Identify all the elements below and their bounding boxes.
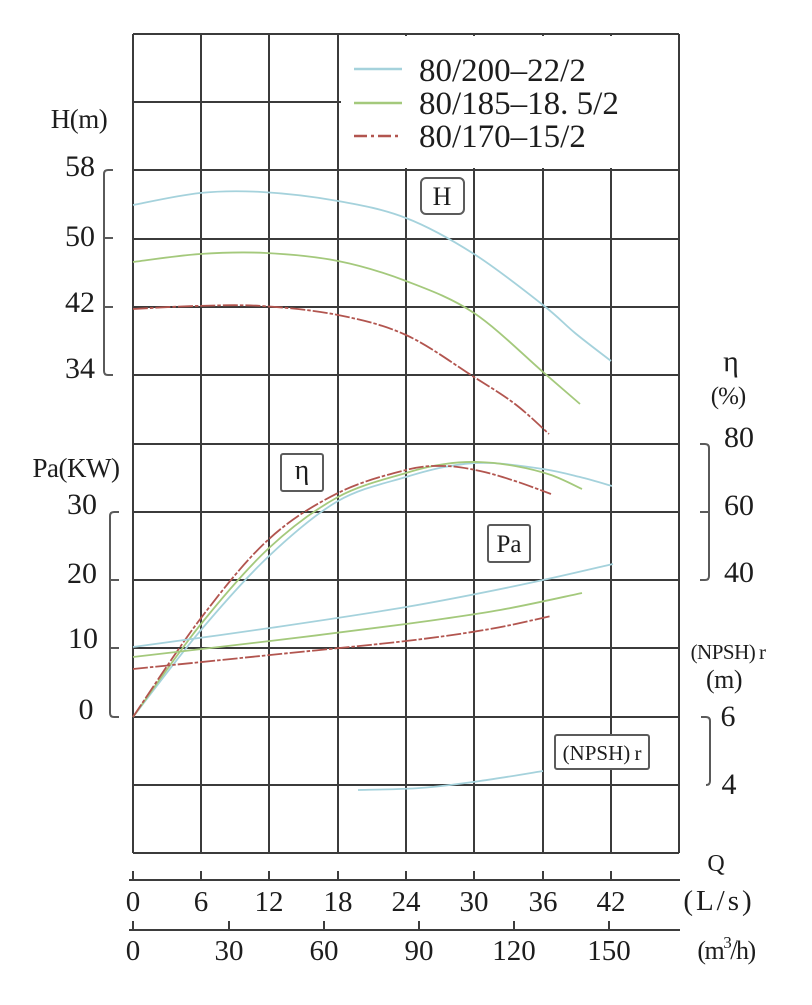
svg-text:(%): (%) (711, 383, 746, 410)
svg-text:36: 36 (529, 886, 558, 918)
svg-text:η: η (295, 455, 310, 486)
svg-text:58: 58 (65, 150, 95, 183)
svg-text:(NPSH) r: (NPSH) r (691, 640, 766, 664)
svg-text:20: 20 (67, 557, 97, 590)
svg-text:Pa(KW): Pa(KW) (33, 453, 120, 483)
svg-text:24: 24 (392, 886, 422, 918)
svg-text:(m): (m) (706, 665, 742, 694)
svg-text:80/170–15/2: 80/170–15/2 (419, 119, 586, 155)
svg-text:30: 30 (215, 935, 244, 967)
svg-text:4: 4 (722, 768, 737, 801)
svg-text:42: 42 (65, 286, 95, 319)
svg-text:80/185–18. 5/2: 80/185–18. 5/2 (419, 86, 619, 122)
svg-text:150: 150 (587, 935, 631, 967)
svg-text:30: 30 (67, 488, 97, 521)
svg-text:H(m): H(m) (51, 104, 107, 134)
svg-text:6: 6 (721, 700, 736, 733)
svg-text:40: 40 (724, 556, 754, 589)
svg-text:(L/s): (L/s) (683, 885, 754, 917)
svg-text:30: 30 (460, 886, 489, 918)
svg-text:12: 12 (255, 886, 284, 918)
svg-text:80: 80 (724, 421, 754, 454)
svg-text:6: 6 (194, 886, 209, 918)
svg-text:90: 90 (405, 935, 434, 967)
svg-text:0: 0 (79, 693, 94, 726)
svg-text:Pa: Pa (497, 531, 522, 558)
svg-text:80/200–22/2: 80/200–22/2 (419, 53, 586, 89)
svg-text:(NPSH) r: (NPSH) r (563, 741, 642, 765)
svg-text:η: η (723, 345, 739, 378)
svg-text:60: 60 (310, 935, 339, 967)
svg-text:10: 10 (68, 622, 98, 655)
svg-text:60: 60 (724, 489, 754, 522)
svg-text:0: 0 (126, 935, 141, 967)
svg-text:0: 0 (126, 886, 141, 918)
svg-text:18: 18 (324, 886, 353, 918)
svg-text:H: H (433, 182, 452, 211)
svg-text:Q: Q (707, 851, 724, 877)
svg-text:120: 120 (492, 935, 536, 967)
svg-text:42: 42 (597, 886, 626, 918)
svg-text:34: 34 (65, 352, 95, 385)
svg-text:50: 50 (65, 220, 95, 253)
